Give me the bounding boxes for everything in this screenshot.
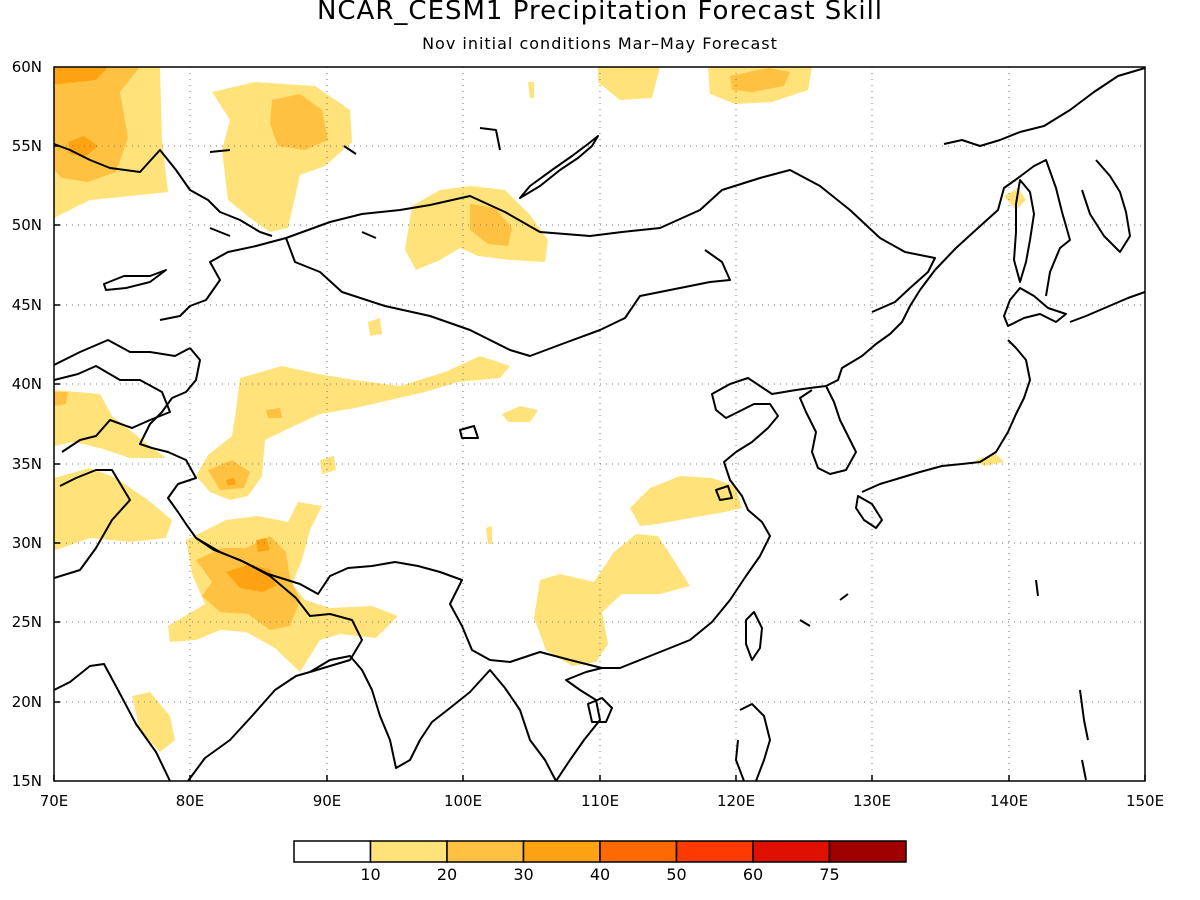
skill-region-yangtze [630, 476, 742, 526]
skill-region-japan [975, 454, 1004, 466]
skill-region-small-patch [502, 406, 538, 422]
lon-label: 70E [40, 792, 69, 810]
lat-label: 30N [12, 534, 42, 552]
lat-label: 25N [12, 613, 42, 631]
lon-label: 100E [444, 792, 482, 810]
colorbar-labels: 10 20 30 40 50 60 75 [360, 865, 839, 884]
grid-lines [54, 67, 1145, 781]
siberia-rivers [54, 143, 273, 237]
balkhash [103, 269, 167, 291]
lat-label: 15N [12, 772, 42, 790]
colorbar-box-7 [828, 840, 907, 863]
colorbar [293, 840, 907, 863]
skill-region-west-edge [54, 390, 166, 458]
colorbar-box-6 [752, 840, 831, 863]
philippines [735, 703, 771, 781]
kazakhstan-border [159, 237, 287, 321]
colorbar-label: 30 [513, 865, 533, 884]
lon-label: 130E [853, 792, 891, 810]
skill-region-tarim-band [196, 356, 510, 500]
lat-label: 45N [12, 296, 42, 314]
lon-label: 110E [581, 792, 619, 810]
japan-kyushu [855, 495, 883, 529]
skill-shading [54, 67, 1026, 752]
skill-region-nw-30 [54, 67, 108, 84]
colorbar-label: 40 [590, 865, 610, 884]
hainan [587, 697, 613, 723]
china-coast [602, 269, 936, 669]
pacific-islands [799, 579, 1089, 781]
lon-label: 140E [990, 792, 1028, 810]
korea [799, 385, 857, 475]
russia-china-border [285, 169, 936, 313]
colorbar-label: 10 [360, 865, 380, 884]
taiwan [745, 611, 763, 661]
central-asia-borders [54, 339, 191, 453]
colorbar-label: 50 [666, 865, 686, 884]
lon-label: 150E [1126, 792, 1164, 810]
colorbar-box-4 [599, 840, 678, 863]
colorbar-box-3 [522, 840, 601, 863]
colorbar-box-0 [293, 840, 372, 863]
skill-region-siberia-20 [270, 94, 328, 150]
lat-label: 55N [12, 137, 42, 155]
small-lakes [209, 127, 733, 501]
lon-label: 90E [313, 792, 342, 810]
indochina [555, 667, 603, 781]
sakhalin [1013, 179, 1035, 283]
mongolia-border [285, 237, 731, 357]
colorbar-label: 75 [819, 865, 839, 884]
india-nepal-border [195, 537, 363, 673]
colorbar-box-2 [446, 840, 525, 863]
tick-marks [53, 145, 1146, 781]
skill-region-india-south [132, 692, 175, 752]
skill-region-south-china [534, 534, 690, 666]
india-coast [54, 663, 311, 781]
hokkaido [1003, 287, 1067, 327]
lon-label: 120E [717, 792, 755, 810]
colorbar-box-1 [369, 840, 448, 863]
skill-region-tarim-20 [208, 460, 250, 490]
lat-label: 50N [12, 216, 42, 234]
skill-region-north-top [598, 67, 660, 100]
japan-honshu [861, 339, 1031, 493]
lat-label: 60N [12, 58, 42, 76]
lake-baikal [519, 135, 599, 199]
skill-region-ne-20 [730, 68, 790, 92]
chart-title: NCAR_CESM1 Precipitation Forecast Skill [316, 0, 884, 26]
coastlines-and-borders [54, 67, 1145, 781]
skill-region-pakistan [54, 468, 172, 550]
chart-subtitle: Nov initial conditions Mar–May Forecast [422, 34, 778, 53]
colorbar-label: 60 [743, 865, 763, 884]
russian-far-east-coast [934, 159, 1071, 297]
lat-label: 40N [12, 375, 42, 393]
skill-region-mongolia-20 [470, 204, 512, 246]
kamchatka-coast [1081, 159, 1131, 253]
bangladesh-myanmar-coast [309, 655, 557, 781]
kuril-islands [1069, 291, 1145, 323]
pakistan-border [54, 469, 131, 579]
colorbar-label: 20 [437, 865, 457, 884]
latitude-labels: 15N 20N 25N 30N 35N 40N 45N 50N 55N 60N [12, 58, 42, 790]
lat-label: 35N [12, 455, 42, 473]
skill-region-nw-30b [68, 136, 98, 156]
longitude-labels: 70E 80E 90E 100E 110E 120E 130E 140E 150… [40, 792, 1164, 810]
okhotsk-north-coast [943, 67, 1145, 147]
lat-label: 20N [12, 693, 42, 711]
lon-label: 80E [176, 792, 205, 810]
colorbar-box-5 [675, 840, 754, 863]
